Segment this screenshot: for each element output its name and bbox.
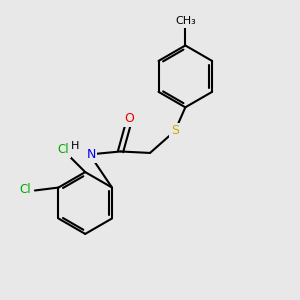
Text: CH₃: CH₃ xyxy=(175,16,196,26)
Text: Cl: Cl xyxy=(57,143,69,156)
Text: Cl: Cl xyxy=(20,182,31,196)
Text: S: S xyxy=(171,124,179,137)
Text: N: N xyxy=(86,148,96,161)
Text: O: O xyxy=(124,112,134,125)
Text: H: H xyxy=(71,141,79,151)
